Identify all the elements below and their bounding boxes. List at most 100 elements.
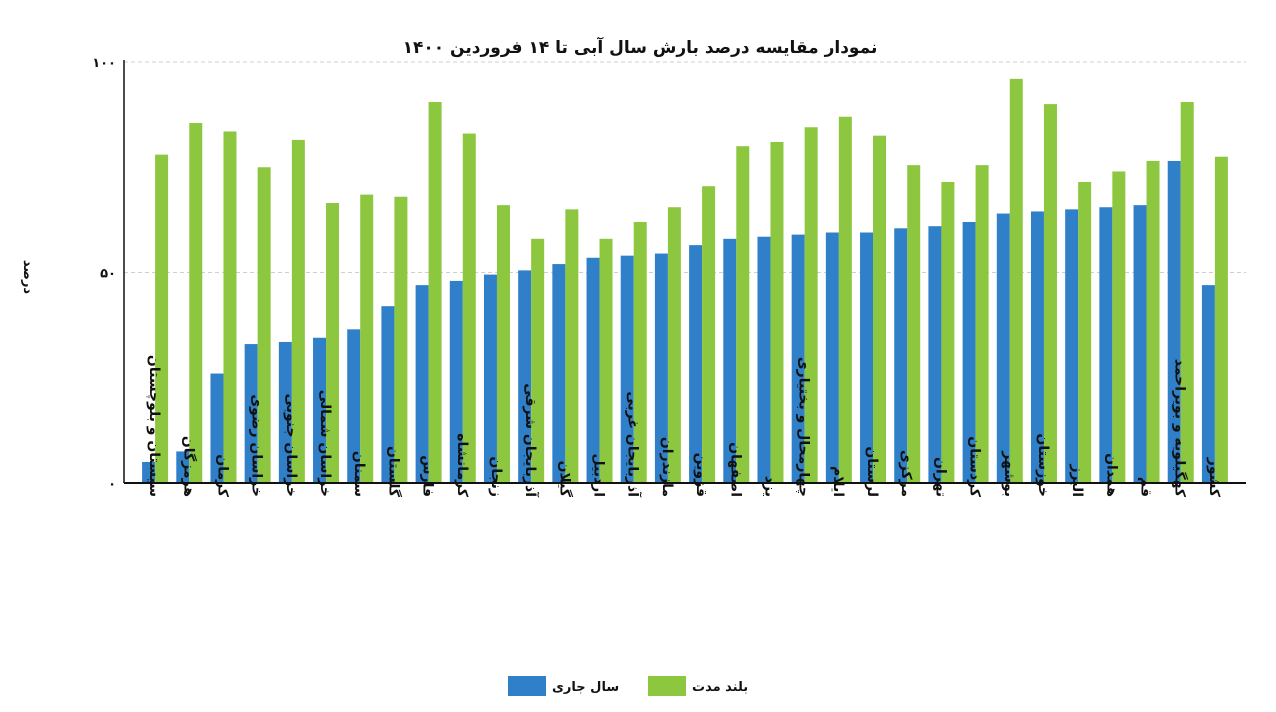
category-label: هرمزگان [180,436,197,497]
category-label: کهگیلویه و بویراحمد [1172,359,1189,498]
bar-current-year [791,234,805,483]
category-label: آذربایجان شرقی [522,383,540,498]
bar-long-term [223,131,237,483]
category-label: اردبیل [591,453,607,497]
legend: سال جاری بلند مدت [508,676,748,696]
category-label: البرز [1069,463,1085,497]
bar-long-term [1180,101,1194,484]
legend-swatch-long-term [648,676,686,696]
bar-current-year [962,221,976,484]
category-label: لرستان [864,446,880,497]
bar-long-term [770,141,784,484]
bar-current-year [996,213,1010,483]
bar-current-year [757,236,771,483]
bar-current-year [278,341,292,483]
category-label: خراسان شمالی [317,390,333,497]
y-tick-label: ۱۰۰ [92,56,116,71]
bar-long-term [941,181,955,484]
axes [123,60,1246,484]
category-label: خراسان رضوی [249,394,265,497]
category-label: اصفهان [727,442,743,497]
bar-current-year [723,238,737,483]
bar-current-year [1065,209,1079,483]
grid-lines [124,61,1246,273]
bar-current-year [1201,285,1215,483]
bar-current-year [620,255,634,483]
bar-long-term [702,186,716,483]
category-label: تهران [932,457,948,497]
bar-long-term [462,133,476,483]
legend-label: سال جاری [552,680,619,695]
category-label: سمنان [351,451,367,497]
bar-long-term [633,221,647,484]
bar-current-year [1030,211,1044,483]
legend-swatch-current-year [508,676,546,696]
bar-long-term [907,165,921,483]
bar-current-year [210,373,224,483]
bar-current-year [894,228,908,483]
y-axis-ticks: ۰ ۵۰ ۱۰۰ [92,56,116,492]
bar-current-year [689,245,703,483]
bar-long-term [1112,171,1126,483]
bar-long-term [1009,78,1023,483]
chart-title: نمودار مقایسه درصد بارش سال آبی تا ۱۴ فر… [403,36,878,58]
bar-current-year [928,226,942,483]
bar-current-year [347,329,361,483]
bar-long-term [291,139,305,483]
category-label: همدان [1103,453,1119,497]
bar-current-year [825,232,839,483]
category-label: کشور [1206,457,1222,498]
bar-long-term [1043,104,1057,483]
bar-current-year [860,232,874,483]
bar-long-term [667,207,681,483]
category-label: کرمانشاه [454,433,470,498]
bar-current-year [552,264,566,483]
bar-current-year [381,306,395,483]
bar-long-term [736,146,750,483]
category-label: گلستان [385,446,402,498]
category-label: کرمان [214,454,230,498]
bar-current-year [483,274,497,483]
bar-long-term [975,165,989,483]
y-tick-label: ۵۰ [100,267,116,282]
bar-current-year [1167,160,1181,483]
bar-current-year [586,257,600,483]
category-label: خوزستان [1035,433,1051,497]
bar-long-term [565,209,579,483]
bar-long-term [394,196,408,483]
category-label: سیستان و بلوچستان [146,355,162,497]
bar-long-term [428,101,442,484]
bar-long-term [189,123,203,484]
category-label: ایلام [830,466,846,497]
bar-current-year [518,270,532,483]
legend-label: بلند مدت [692,680,748,695]
category-label: مازندران [659,437,675,497]
bar-current-year [176,451,190,483]
category-label: فارس [420,455,436,497]
bar-long-term [873,135,887,484]
category-label: گیلان [556,461,573,498]
bars [142,78,1228,484]
bar-current-year [1133,205,1147,483]
bar-long-term [496,205,510,483]
bar-long-term [1078,181,1092,484]
bar-current-year [142,461,156,483]
category-label: آذربایجان غربی [625,391,643,498]
bar-current-year [449,280,463,483]
category-label: مرکزی [898,450,914,497]
bar-long-term [326,203,340,483]
category-label: چهارمحال و بختیاری [796,357,812,497]
bar-current-year [654,253,668,483]
bar-long-term [1146,160,1160,483]
bar-long-term [531,238,545,483]
bar-long-term [155,154,169,483]
bar-long-term [838,116,852,483]
category-label: قم [1138,477,1154,497]
category-label: کردستان [967,436,983,498]
bar-long-term [1214,156,1228,483]
category-label: زنجان [488,456,504,497]
bar-current-year [415,285,429,483]
bar-long-term [804,127,818,483]
y-axis-label: درصد [20,260,35,295]
